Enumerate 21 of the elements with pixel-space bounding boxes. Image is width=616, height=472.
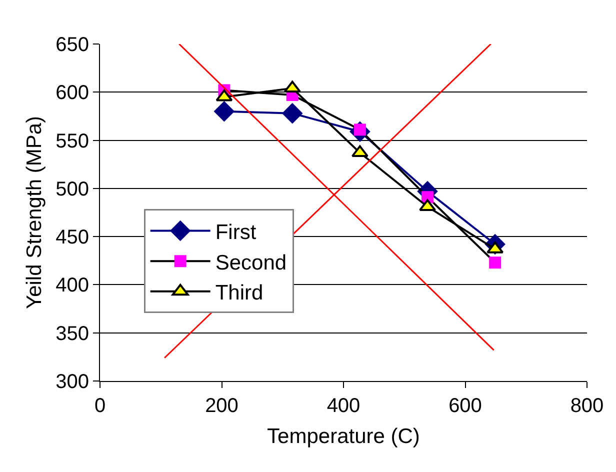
y-tick-label: 400 [56,274,89,297]
x-tick-label: 800 [570,395,604,417]
x-tick-label: 600 [448,395,482,417]
point [489,256,502,269]
legend-label: First [215,220,256,244]
y-tick-label: 650 [56,34,89,56]
legend-label: Second [215,251,287,274]
x-tick-label: 400 [326,395,360,417]
y-tick-label: 450 [56,226,89,249]
x-tick-label: 200 [205,395,238,417]
y-tick-label: 300 [56,371,89,393]
x-axis-title: Temperature (C) [267,425,420,448]
point [214,101,235,122]
x-tick-label: 0 [94,395,106,417]
y-tick-label: 600 [56,82,89,104]
y-tick-label: 350 [56,322,89,345]
y-tick-label: 550 [56,130,89,152]
point [282,102,303,124]
y-tick-label: 500 [56,178,89,200]
y-axis-title: Yeild Strength (MPa) [22,116,46,309]
legend-label: Third [215,282,264,305]
